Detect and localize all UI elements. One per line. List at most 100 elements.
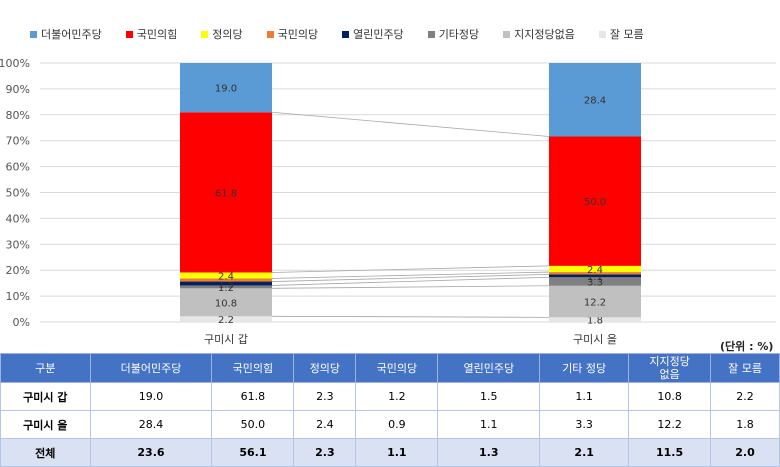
- bar-segment: [549, 274, 641, 278]
- y-tick-label: 70%: [6, 135, 30, 148]
- y-tick-label: 0%: [13, 316, 30, 329]
- x-category-label: 구미시 을: [573, 333, 617, 346]
- header-cell: 열린민주당: [437, 353, 541, 383]
- legend-label: 지지정당없음: [514, 28, 575, 41]
- legend-item: 기타정당: [427, 26, 480, 42]
- header-cell: 지지정당 없음: [628, 353, 712, 383]
- table-cell: 2.2: [710, 382, 780, 411]
- bar-segment: [180, 63, 272, 113]
- table-cell: 1.1: [437, 410, 541, 439]
- data-label: 10.8: [215, 298, 237, 309]
- y-tick-label: 20%: [6, 264, 30, 277]
- table-cell: 61.8: [211, 382, 295, 411]
- legend-swatch: [266, 30, 274, 38]
- data-label: 2.4: [587, 265, 603, 276]
- y-tick-label: 80%: [6, 109, 30, 122]
- header-cell: 국민의당: [355, 353, 439, 383]
- header-cell: 더불어민주당: [89, 353, 213, 383]
- table-row-total: 전체 23.6 56.1 2.3 1.1 1.3 2.1 11.5 2.0: [0, 438, 780, 467]
- legend-label: 국민의힘: [136, 28, 178, 41]
- series-connector-line: [271, 271, 550, 279]
- series-connector-line: [271, 285, 550, 289]
- table-cell: 1.1: [355, 438, 439, 467]
- legend-item: 국민의힘: [125, 26, 178, 42]
- table-cell: 1.8: [710, 410, 780, 439]
- series-connector-line: [271, 273, 550, 282]
- data-label: 12.2: [584, 298, 606, 309]
- table-cell: 10.8: [628, 382, 712, 411]
- bar-segment: [180, 316, 272, 322]
- series-connector-line: [271, 265, 550, 273]
- header-cell: 구분: [0, 353, 91, 383]
- y-tick-label: 50%: [6, 187, 30, 200]
- legend-item: 잘 모름: [598, 26, 644, 42]
- y-tick-label: 40%: [6, 212, 30, 225]
- table-cell: 1.5: [437, 382, 541, 411]
- bar-segment: [180, 278, 272, 282]
- table-cell: 28.4: [89, 410, 213, 439]
- data-label: 1.1: [587, 272, 603, 283]
- table-cell: 50.0: [211, 410, 295, 439]
- legend-swatch: [201, 30, 209, 38]
- data-label: 61.8: [215, 188, 237, 199]
- legend-swatch: [125, 30, 133, 38]
- data-label: 28.4: [584, 96, 606, 107]
- bar-segment: [549, 317, 641, 322]
- data-label: 1.2: [218, 283, 234, 294]
- legend-item: 더불어민주당: [30, 26, 102, 42]
- legend-label: 정의당: [212, 28, 243, 41]
- table-cell: 2.3: [293, 382, 357, 411]
- y-tick-label: 60%: [6, 161, 30, 174]
- table-cell: 19.0: [89, 382, 213, 411]
- legend-item: 지지정당없음: [503, 26, 575, 42]
- table-cell: 3.3: [539, 410, 630, 439]
- series-connector-line: [271, 315, 550, 318]
- stacked-bar-chart: 0% 10% 20% 30% 40% 50% 60% 70% 80% 90% 100% 2.2 10.8…: [0, 57, 776, 346]
- data-label: 1.5: [218, 280, 234, 291]
- table-cell: 2.3: [293, 438, 357, 467]
- data-label: 3.3: [587, 278, 603, 289]
- legend-item: 국민의당: [266, 26, 318, 42]
- legend-swatch: [598, 30, 606, 38]
- series-connector-line: [271, 276, 550, 286]
- legend-item: 열린민주당: [342, 26, 404, 42]
- y-tick-label: 30%: [6, 238, 30, 251]
- legend-swatch: [30, 30, 37, 38]
- row-label: 구미시 갑: [0, 382, 91, 411]
- data-label: 2.4: [218, 271, 234, 282]
- legend-swatch: [342, 30, 350, 38]
- legend-label: 기타정당: [438, 28, 480, 41]
- header-cell: 정의당: [293, 353, 357, 383]
- bar-segment: [549, 272, 641, 275]
- bar-segment: [180, 272, 272, 279]
- bar-segment: [180, 288, 272, 317]
- data-label: 19.0: [215, 84, 237, 95]
- y-tick-label: 90%: [6, 83, 30, 96]
- table-cell: 23.6: [89, 438, 213, 467]
- bar-segment: [180, 112, 272, 273]
- header-cell: 기타 정당: [539, 353, 630, 383]
- data-table: 구분 더불어민주당 국민의힘 정의당 국민의당 열린민주당 기타 정당 지지정당…: [0, 353, 780, 467]
- data-label: 50.0: [584, 197, 606, 208]
- table-row: 구미시 을 28.4 50.0 2.4 0.9 1.1 3.3 12.2 1.8: [0, 410, 780, 439]
- header-cell: 잘 모름: [710, 353, 780, 383]
- table-row: 구미시 갑 19.0 61.8 2.3 1.2 1.5 1.1 10.8 2.2: [0, 382, 780, 411]
- legend-label: 잘 모름: [609, 28, 644, 41]
- row-label: 구미시 을: [0, 410, 91, 439]
- bar-segment: [549, 265, 641, 273]
- row-label: 전체: [0, 438, 91, 467]
- data-label: 1.8: [587, 316, 603, 327]
- header-cell: 국민의힘: [211, 353, 295, 383]
- legend-label: 더불어민주당: [41, 28, 102, 41]
- unit-label: (단위 : %): [720, 340, 774, 353]
- legend-item: 정의당: [201, 26, 243, 42]
- y-tick-label: 100%: [0, 57, 30, 70]
- table-cell: 56.1: [211, 438, 295, 467]
- table-cell: 2.0: [710, 438, 780, 467]
- bar-segment: [549, 63, 641, 137]
- table-cell: 1.2: [355, 382, 439, 411]
- chart-legend: 더불어민주당 국민의힘 정의당 국민의당 열린민주당 기타정당 지지정당없음 잘 모름: [30, 26, 668, 42]
- bar-segment: [549, 285, 641, 318]
- table-cell: 11.5: [628, 438, 712, 467]
- legend-swatch: [503, 30, 511, 38]
